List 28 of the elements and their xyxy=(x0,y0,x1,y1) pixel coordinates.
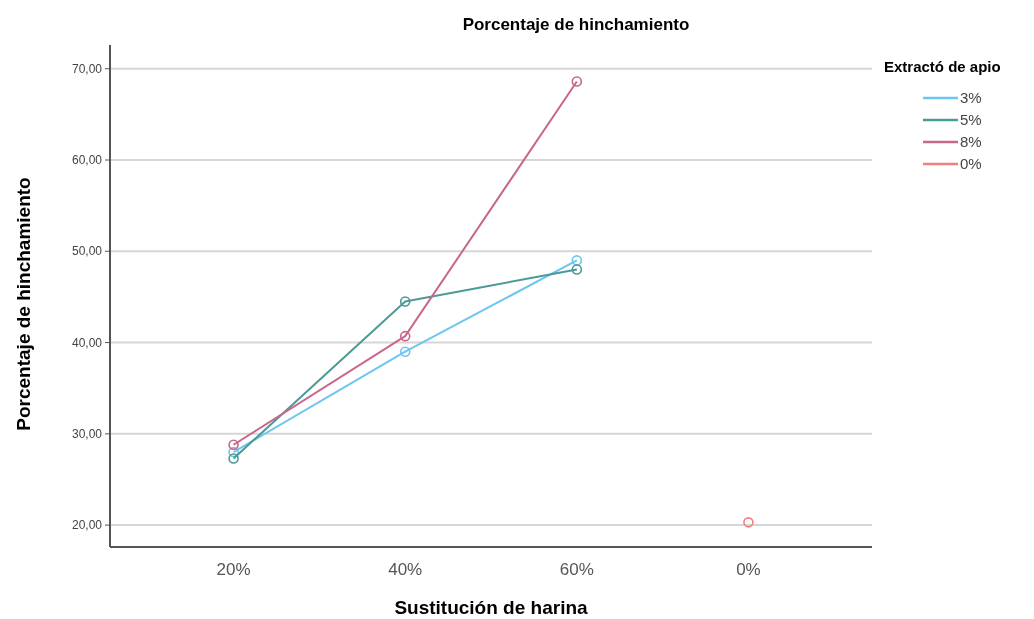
legend-title: Extractó de apio xyxy=(884,58,1001,75)
point xyxy=(228,446,239,458)
point xyxy=(743,517,754,528)
point xyxy=(571,76,583,87)
chart-title: Porcentaje de hinchamiento xyxy=(462,15,690,34)
legend-label: 5% xyxy=(960,111,982,129)
y-tick-label: 40,00 xyxy=(71,335,103,350)
x-tick-label: 40% xyxy=(388,560,423,579)
y-axis-title: Porcentaje de hinchamiento xyxy=(13,177,34,431)
legend-label: 8% xyxy=(960,133,982,151)
y-tick-label: 60,00 xyxy=(71,153,103,168)
point xyxy=(399,296,411,307)
point xyxy=(571,264,583,275)
y-tick-label: 70,00 xyxy=(71,61,103,76)
x-tick-label: 20% xyxy=(216,560,251,579)
y-tick-label: 50,00 xyxy=(71,244,103,259)
y-tick-label: 30,00 xyxy=(71,427,103,442)
x-tick-label: 0% xyxy=(736,560,761,579)
point xyxy=(228,439,239,451)
legend-label: 0% xyxy=(960,155,982,173)
x-axis-title: Sustitución de harina xyxy=(394,597,589,618)
point xyxy=(571,255,583,266)
legend-label: 3% xyxy=(960,89,982,107)
point xyxy=(399,330,411,342)
point xyxy=(399,346,411,357)
x-tick-label: 60% xyxy=(559,560,594,579)
point xyxy=(228,453,239,464)
y-tick-label: 20,00 xyxy=(71,518,103,533)
